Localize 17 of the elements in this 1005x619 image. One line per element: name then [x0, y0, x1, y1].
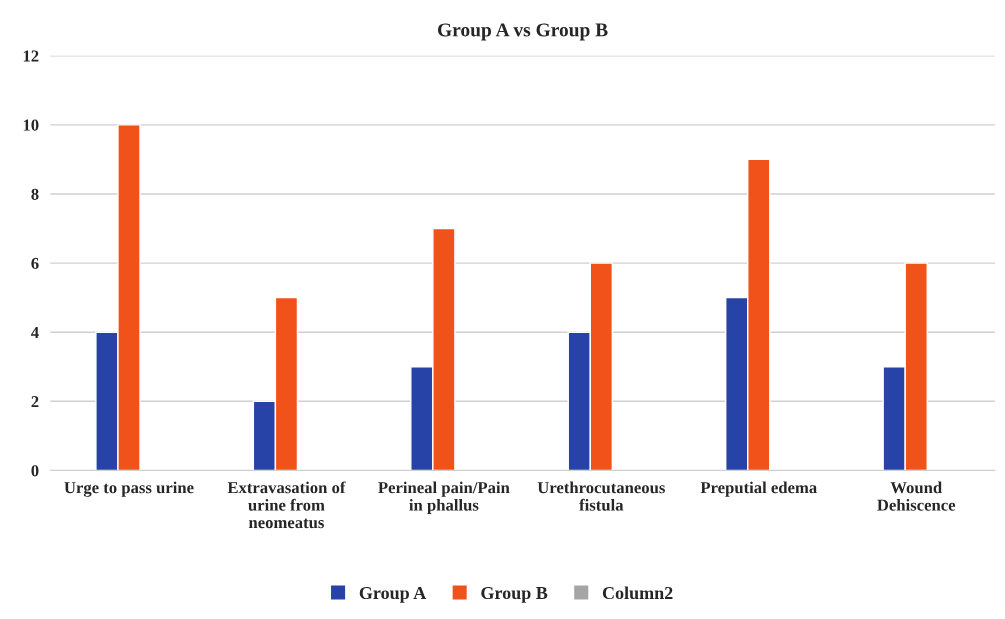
y-tick-label: 8 [31, 188, 39, 200]
chart-title: Group A vs Group B [437, 23, 608, 41]
y-tick-label: 4 [31, 327, 39, 338]
y-tick-label: 10 [23, 119, 39, 131]
legend-label: Group B [481, 586, 548, 603]
x-tick-label: Wound Dehiscence [877, 481, 956, 511]
legend-label: Column2 [602, 586, 673, 600]
y-tick-label: 12 [23, 50, 39, 62]
y-tick-label: 2 [31, 396, 39, 408]
y-tick-label: 6 [31, 257, 39, 270]
x-tick-label: Extravasation of urine from neomeatus [227, 481, 346, 529]
x-tick-label: Urge to pass urine [64, 481, 194, 497]
legend-label: Group A [359, 586, 427, 603]
x-tick-label: Preputial edema [700, 481, 817, 497]
y-tick-label: 0 [31, 465, 39, 477]
x-tick-label: Perineal pain/Pain in phallus [378, 481, 510, 515]
x-tick-label: Urethrocutaneous fistula [537, 481, 665, 511]
